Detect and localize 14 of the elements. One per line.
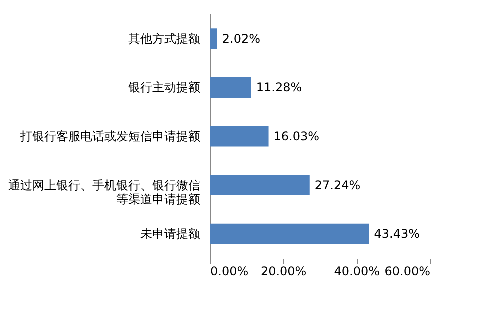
y-tick-label: 打银行客服电话或发短信申请提额 xyxy=(20,130,200,144)
y-tick-label: 未申请提额 xyxy=(140,227,200,242)
y-tick-label: 银行主动提额 xyxy=(128,80,200,95)
y-tick-label: 其他方式提额 xyxy=(128,32,200,46)
data-label: 27.24% xyxy=(314,178,361,192)
x-tick-label: 0.00% xyxy=(210,264,249,278)
x-tick-label: 40.00% xyxy=(334,264,380,278)
data-label: 11.28% xyxy=(256,80,302,95)
data-label: 2.02% xyxy=(222,32,261,46)
x-tick-label: 60.00% xyxy=(384,264,430,278)
x-tick-label: 20.00% xyxy=(260,264,307,278)
y-tick-label: 通过网上银行、手机银行、银行微信等渠道申请提额 xyxy=(8,178,200,206)
data-label: 16.03% xyxy=(274,130,320,144)
data-label: 43.43% xyxy=(374,227,420,242)
